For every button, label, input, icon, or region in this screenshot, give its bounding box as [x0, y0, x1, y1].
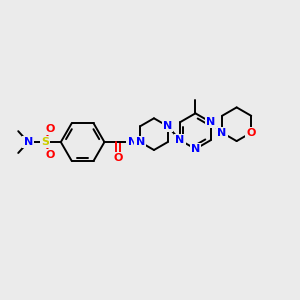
Text: N: N — [23, 137, 33, 147]
Text: S: S — [41, 137, 49, 147]
Text: N: N — [163, 121, 172, 131]
Text: N: N — [128, 137, 137, 147]
Text: O: O — [114, 153, 123, 163]
Text: N: N — [191, 144, 200, 154]
Text: O: O — [45, 150, 55, 160]
Text: O: O — [45, 124, 55, 134]
Text: N: N — [176, 135, 184, 145]
Text: O: O — [247, 128, 256, 138]
Text: N: N — [206, 117, 215, 127]
Text: N: N — [136, 137, 145, 147]
Text: N: N — [218, 128, 227, 138]
